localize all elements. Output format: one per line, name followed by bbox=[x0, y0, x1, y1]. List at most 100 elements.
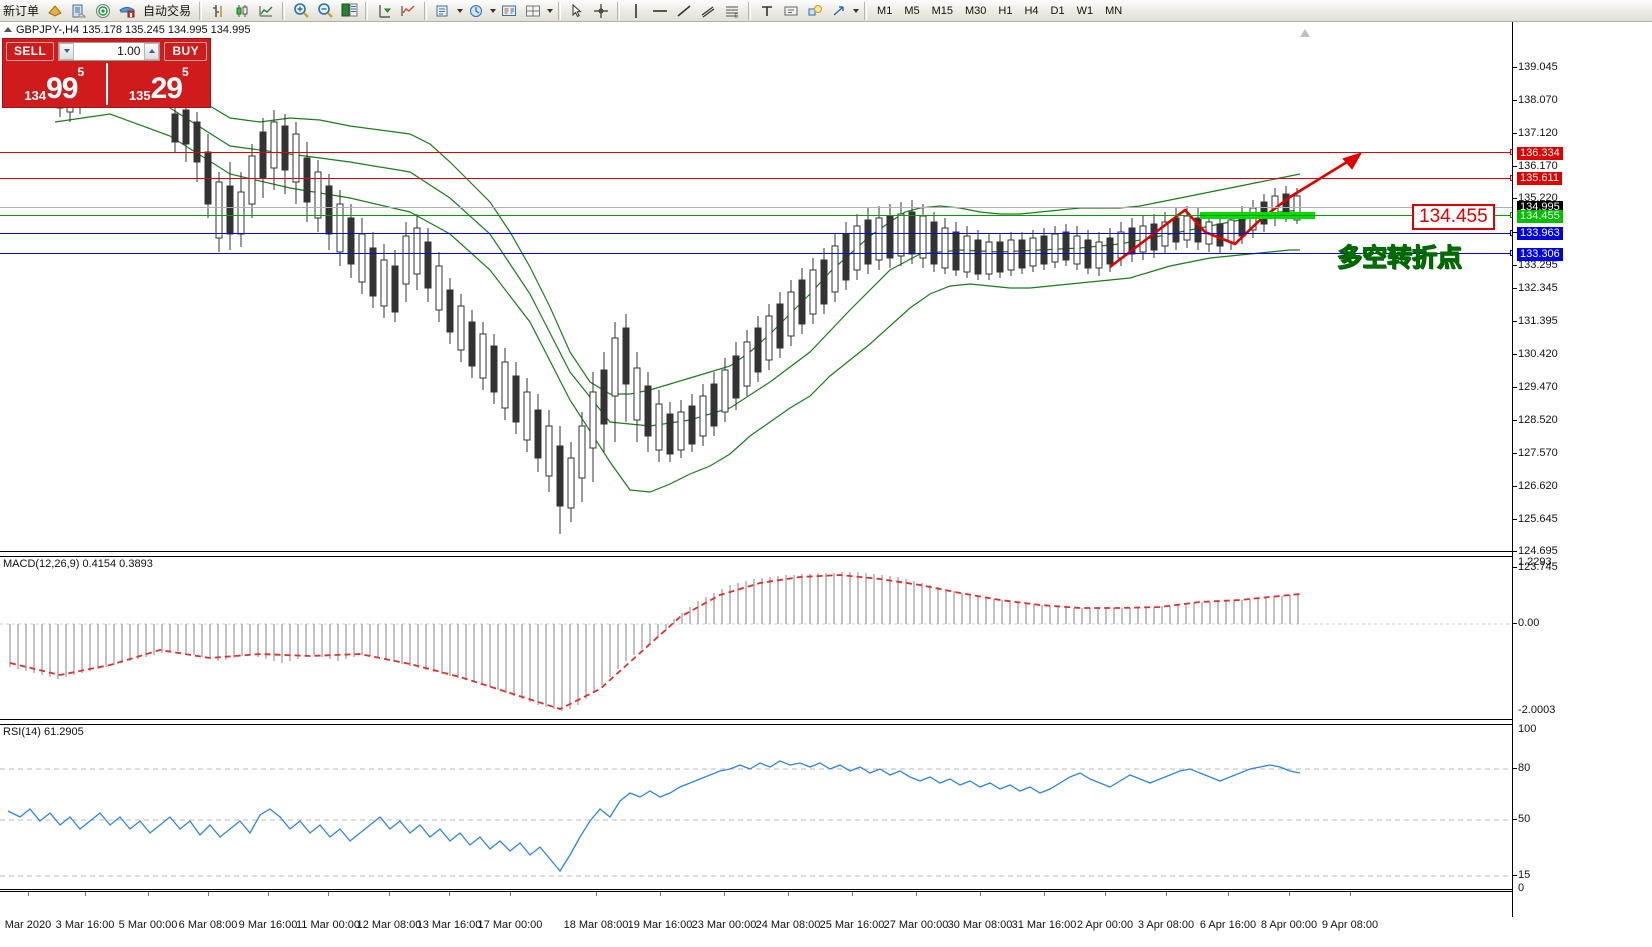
price-badge-135611[interactable]: 135.611 bbox=[1517, 172, 1562, 185]
chart-scroll-handle[interactable] bbox=[1300, 24, 1310, 37]
axis-label-132345: 132.345 bbox=[1518, 282, 1558, 294]
axis-tick bbox=[1512, 100, 1517, 101]
templates-icon[interactable] bbox=[465, 1, 487, 21]
bid-price-pips: 99 bbox=[46, 72, 78, 105]
periods-icon[interactable] bbox=[432, 1, 454, 21]
support-line-134455[interactable] bbox=[0, 212, 1512, 218]
volume-stepper[interactable]: 1.00 bbox=[58, 41, 161, 61]
line-anchor-handle[interactable] bbox=[1510, 230, 1512, 236]
main-toolbar: 新订单 自动交易 bbox=[0, 0, 1652, 22]
layouts-dropdown-caret[interactable] bbox=[547, 8, 554, 13]
resistance-line-136334[interactable] bbox=[0, 149, 1512, 155]
resistance-line-135611[interactable] bbox=[0, 175, 1512, 181]
buy-button[interactable]: BUY bbox=[164, 41, 207, 61]
fibonacci-icon[interactable]: E bbox=[721, 1, 743, 21]
time-label: 27 Mar 00:00 bbox=[883, 919, 949, 931]
timeframe-mn[interactable]: MN bbox=[1105, 4, 1123, 17]
time-label: 31 Mar 16:00 bbox=[1011, 919, 1077, 931]
timeframe-h4[interactable]: H4 bbox=[1024, 4, 1039, 17]
line-anchor-handle[interactable] bbox=[1510, 149, 1512, 155]
arrows-dropdown-caret[interactable] bbox=[853, 8, 860, 13]
toolbar-separator bbox=[199, 1, 203, 20]
one-click-trading-panel[interactable]: SELL 1.00 BUY 134 99 5 135 29 5 bbox=[2, 38, 211, 108]
autotrading-button[interactable]: 自动交易 bbox=[143, 3, 192, 18]
volume-decrease-button[interactable] bbox=[59, 42, 75, 60]
indicators-icon[interactable] bbox=[397, 1, 419, 21]
layouts-icon[interactable] bbox=[522, 1, 544, 21]
time-label: 17 Mar 00:00 bbox=[477, 919, 543, 931]
trendline-icon[interactable] bbox=[673, 1, 695, 21]
zoom-out-icon[interactable] bbox=[314, 1, 336, 21]
rsi-axis-15: 15 bbox=[1518, 869, 1531, 881]
signals-icon[interactable] bbox=[92, 1, 114, 21]
line-anchor-handle[interactable] bbox=[1510, 212, 1512, 218]
timeframe-m5[interactable]: M5 bbox=[904, 4, 920, 17]
sell-button[interactable]: SELL bbox=[6, 41, 55, 61]
strategy-tester-icon[interactable] bbox=[373, 1, 395, 21]
line-chart-icon[interactable] bbox=[255, 1, 277, 21]
price-badge-136334[interactable]: 136.334 bbox=[1517, 147, 1563, 160]
axis-tick bbox=[1512, 819, 1517, 820]
terminal-icon[interactable] bbox=[498, 1, 520, 21]
line-anchor-handle[interactable] bbox=[1510, 175, 1512, 181]
price-pane[interactable] bbox=[0, 22, 1512, 552]
templates-dropdown-caret[interactable] bbox=[490, 8, 497, 13]
price-chart-svg bbox=[54, 55, 1363, 534]
periods-dropdown-caret[interactable] bbox=[457, 8, 464, 13]
collapse-triangle-icon[interactable] bbox=[4, 27, 12, 32]
ask-price-fraction: 5 bbox=[181, 65, 189, 79]
vertical-line-icon[interactable] bbox=[625, 1, 647, 21]
crosshair-icon[interactable] bbox=[590, 1, 612, 21]
axis-tick bbox=[1512, 67, 1517, 68]
line-anchor-handle[interactable] bbox=[1510, 250, 1512, 256]
trade-panel-controls: SELL 1.00 BUY bbox=[3, 39, 210, 63]
rsi-axis-0: 0 bbox=[1518, 882, 1525, 894]
equidistant-channel-icon[interactable] bbox=[697, 1, 719, 21]
axis-label-131395: 131.395 bbox=[1518, 315, 1558, 327]
zoom-in-icon[interactable] bbox=[290, 1, 312, 21]
cursor-icon[interactable] bbox=[566, 1, 588, 21]
ask-price[interactable]: 135 29 5 bbox=[105, 63, 211, 105]
text-icon[interactable] bbox=[756, 1, 778, 21]
tile-windows-icon[interactable] bbox=[338, 1, 360, 21]
new-order-button[interactable]: 新订单 bbox=[3, 3, 40, 18]
data-window-icon[interactable] bbox=[68, 1, 90, 21]
timeframe-m1[interactable]: M1 bbox=[877, 4, 893, 17]
support-line-133963[interactable] bbox=[0, 230, 1512, 236]
macd-pane[interactable] bbox=[0, 556, 1512, 720]
support-line-133306[interactable] bbox=[0, 250, 1512, 256]
volume-value[interactable]: 1.00 bbox=[117, 44, 141, 58]
price-badge-133963[interactable]: 133.963 bbox=[1517, 227, 1563, 240]
time-axis[interactable]: Mar 2020 3 Mar 16:00 5 Mar 00:00 6 Mar 0… bbox=[0, 891, 1512, 947]
chart-area[interactable]: GBPJPY-,H4 135.178 135.245 134.995 134.9… bbox=[0, 22, 1652, 947]
axis-label-124695: 124.695 bbox=[1518, 545, 1558, 557]
price-tag-134455[interactable]: 134.455 bbox=[1412, 204, 1495, 230]
timeframe-w1[interactable]: W1 bbox=[1076, 4, 1094, 17]
bar-chart-icon[interactable] bbox=[207, 1, 229, 21]
label-icon[interactable] bbox=[780, 1, 802, 21]
market-icon[interactable] bbox=[116, 1, 138, 21]
timeframe-m30[interactable]: M30 bbox=[965, 4, 987, 17]
price-badge-133306[interactable]: 133.306 bbox=[1517, 248, 1563, 261]
time-label: 9 Apr 08:00 bbox=[1321, 919, 1379, 931]
price-badge-134455[interactable]: 134.455 bbox=[1517, 210, 1563, 223]
timeframe-h1[interactable]: H1 bbox=[998, 4, 1013, 17]
timeframe-d1[interactable]: D1 bbox=[1050, 4, 1065, 17]
ask-price-pips: 29 bbox=[150, 72, 183, 105]
volume-increase-button[interactable] bbox=[144, 42, 160, 60]
shapes-icon[interactable] bbox=[804, 1, 826, 21]
time-label: Mar 2020 bbox=[4, 919, 52, 931]
price-axis-divider bbox=[1512, 22, 1513, 917]
expert-advisor-icon[interactable] bbox=[44, 1, 66, 21]
horizontal-line-icon[interactable] bbox=[649, 1, 671, 21]
arrows-icon[interactable] bbox=[828, 1, 850, 21]
bid-price-integer: 134 bbox=[24, 88, 47, 103]
macd-axis-zero: 0.00 bbox=[1518, 617, 1540, 629]
rsi-pane[interactable] bbox=[0, 724, 1512, 890]
candlestick-icon[interactable] bbox=[231, 1, 253, 21]
timeframe-m15[interactable]: M15 bbox=[931, 4, 953, 17]
bid-price-fraction: 5 bbox=[77, 65, 85, 79]
axis-label-130420: 130.420 bbox=[1518, 348, 1558, 360]
bid-price[interactable]: 134 99 5 bbox=[3, 63, 106, 105]
